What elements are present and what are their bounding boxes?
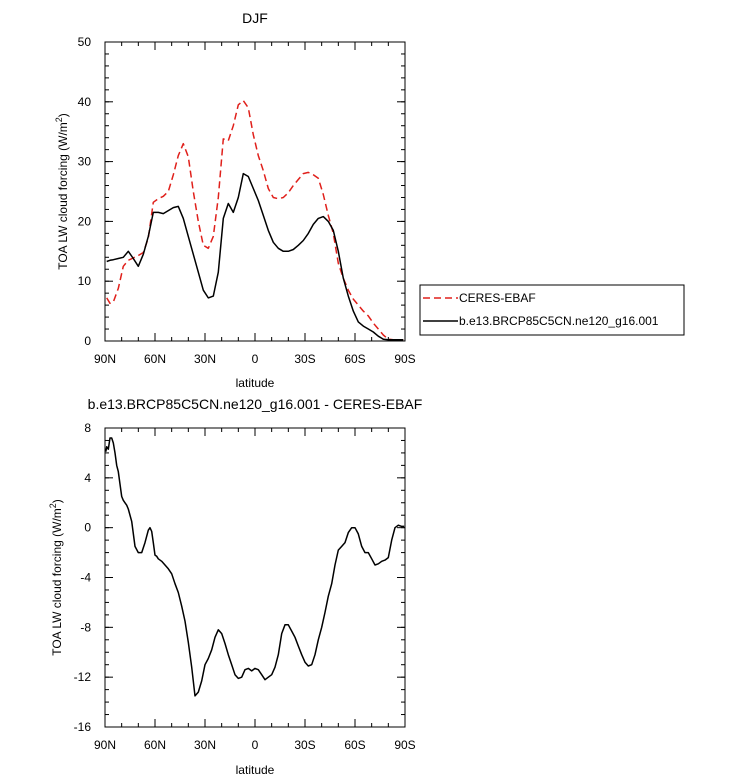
- bottom-panel-x-axis-title: latitude: [236, 763, 275, 777]
- top-panel-x-tick-label: 90S: [394, 352, 415, 366]
- legend-label-model: b.e13.BRCP85C5CN.ne120_g16.001: [459, 314, 659, 328]
- top-panel-x-tick-label: 60S: [344, 352, 365, 366]
- top-panel-y-axis: 0 10 20 30 40 50: [78, 35, 405, 348]
- bottom-panel-y-tick-label: 8: [84, 421, 91, 435]
- bottom-panel-x-axis: 90N 60N 30N 0 30S 60S 90S: [94, 428, 416, 752]
- bottom-panel-series: [105, 437, 405, 697]
- bottom-panel-y-axis-title-text: TOA LW cloud forcing (W/m: [50, 508, 64, 656]
- top-panel-x-tick-label: 30N: [194, 352, 216, 366]
- bottom-panel-x-tick-label: 30N: [194, 738, 216, 752]
- bottom-panel-y-tick-label: -16: [74, 720, 92, 734]
- bottom-panel-y-tick-label: -4: [80, 571, 91, 585]
- top-panel-series-ceres-ebaf: [106, 99, 404, 341]
- bottom-panel: b.e13.BRCP85C5CN.ne120_g16.001 - CERES-E…: [48, 396, 422, 777]
- bottom-panel-y-axis: -16 -12 -8 -4 0 4 8: [74, 421, 405, 734]
- top-panel-y-tick-label: 30: [78, 155, 92, 169]
- top-panel: DJF 90N 60N 30N 0 30S 60S 90S 0 10 20 30 40 50 lati…: [54, 10, 416, 390]
- top-panel-series-b-e13-brcp85c5cn-ne120-g16-001: [106, 172, 404, 341]
- legend-box: [419, 284, 685, 336]
- bottom-panel-x-tick-label: 90S: [394, 738, 415, 752]
- top-panel-y-axis-title: TOA LW cloud forcing (W/m2): [54, 113, 70, 270]
- top-panel-y-tick-label: 0: [84, 334, 91, 348]
- top-panel-x-tick-label: 60N: [144, 352, 166, 366]
- top-panel-title: DJF: [242, 10, 268, 26]
- top-panel-y-tick-label: 40: [78, 95, 92, 109]
- top-panel-x-axis-title: latitude: [236, 376, 275, 390]
- legend-label-ceres-ebaf: CERES-EBAF: [459, 291, 536, 305]
- bottom-panel-y-tick-label: 4: [84, 471, 91, 485]
- bottom-panel-y-axis-title: TOA LW cloud forcing (W/m2): [48, 499, 64, 656]
- top-panel-y-axis-title-superscript: 2: [54, 117, 64, 122]
- bottom-panel-y-tick-label: 0: [84, 521, 91, 535]
- top-panel-y-axis-title-close: ): [56, 113, 70, 117]
- top-panel-y-tick-label: 50: [78, 35, 92, 49]
- bottom-panel-y-axis-title-superscript: 2: [48, 503, 58, 508]
- bottom-panel-y-axis-title-close: ): [50, 499, 64, 503]
- top-panel-series: [106, 99, 404, 341]
- bottom-panel-x-tick-label: 60N: [144, 738, 166, 752]
- bottom-panel-title: b.e13.BRCP85C5CN.ne120_g16.001 - CERES-E…: [88, 396, 423, 412]
- top-panel-y-axis-title-text: TOA LW cloud forcing (W/m: [56, 122, 70, 270]
- top-panel-x-tick-label: 0: [252, 352, 259, 366]
- bottom-panel-y-tick-label: -8: [80, 620, 91, 634]
- legend: CERES-EBAF b.e13.BRCP85C5CN.ne120_g16.00…: [419, 284, 685, 336]
- bottom-panel-y-tick-label: -12: [74, 670, 92, 684]
- top-panel-y-tick-label: 20: [78, 214, 92, 228]
- bottom-panel-x-tick-label: 0: [252, 738, 259, 752]
- bottom-panel-series-b-e13-brcp85c5cn-ne120-g16-001-ceres-ebaf: [105, 437, 405, 697]
- top-panel-y-tick-label: 10: [78, 274, 92, 288]
- bottom-panel-x-tick-label: 90N: [94, 738, 116, 752]
- bottom-panel-frame: [104, 427, 406, 728]
- top-panel-x-axis: 90N 60N 30N 0 30S 60S 90S: [94, 42, 416, 366]
- top-panel-x-tick-label: 30S: [294, 352, 315, 366]
- bottom-panel-x-tick-label: 30S: [294, 738, 315, 752]
- bottom-panel-x-tick-label: 60S: [344, 738, 365, 752]
- top-panel-x-tick-label: 90N: [94, 352, 116, 366]
